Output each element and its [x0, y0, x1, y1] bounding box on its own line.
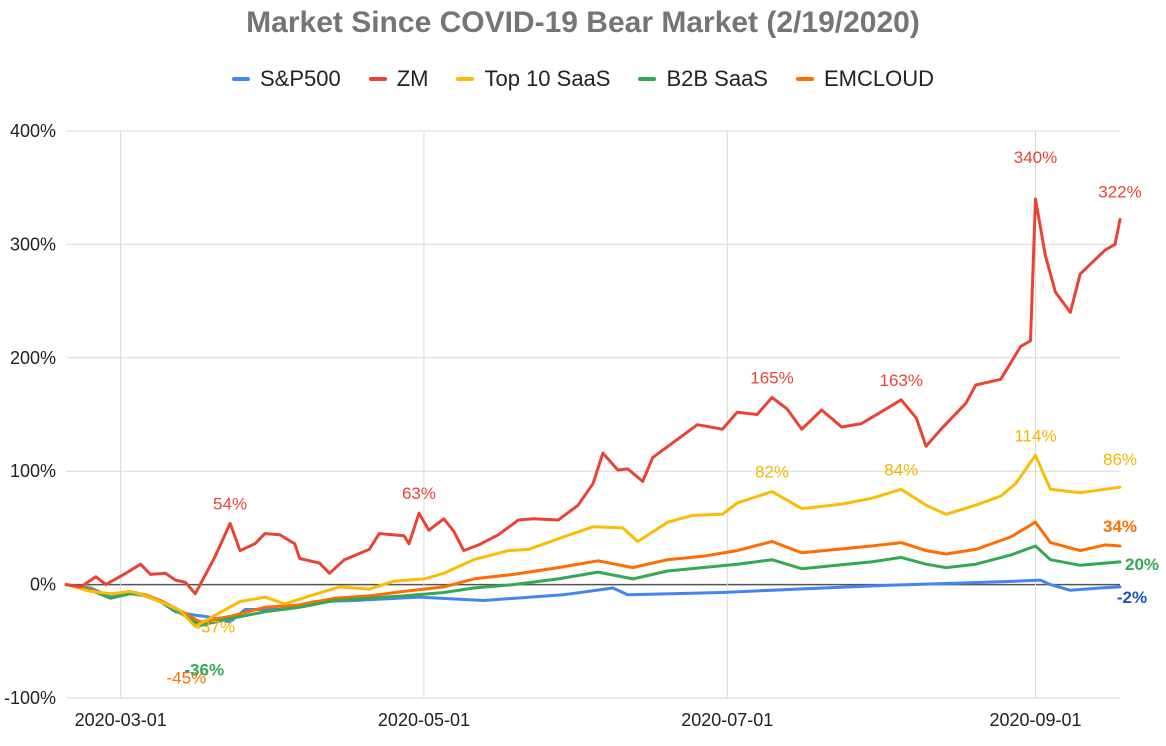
y-tick-label: 400% [10, 121, 56, 141]
x-tick-label: 2020-05-01 [378, 710, 470, 730]
x-tick-label: 2020-07-01 [681, 710, 773, 730]
legend-item[interactable]: B2B SaaS [638, 66, 768, 92]
series-line-b2b-saas [64, 544, 1122, 627]
legend-item[interactable]: Top 10 SaaS [456, 66, 610, 92]
legend-label: S&P500 [259, 66, 341, 91]
legend-label: B2B SaaS [666, 66, 768, 91]
legend-label: ZM [396, 66, 429, 91]
legend-swatch [795, 77, 814, 81]
chart-title: Market Since COVID-19 Bear Market (2/19/… [246, 6, 920, 39]
y-tick-label: 200% [10, 348, 56, 368]
data-label: 114% [1014, 426, 1056, 445]
legend-item[interactable]: ZM [368, 66, 429, 92]
series-line-s-p500 [64, 578, 1122, 624]
data-label: 340% [1014, 148, 1057, 167]
data-label: 82% [755, 463, 789, 482]
legend-item[interactable]: S&P500 [231, 66, 341, 92]
data-label: 20% [1125, 555, 1159, 574]
data-label: 165% [750, 368, 793, 387]
legend-label: EMCLOUD [823, 66, 934, 91]
legend-swatch [231, 77, 250, 81]
data-label: -37% [195, 618, 235, 637]
legend-swatch [456, 77, 475, 81]
data-label: 86% [1103, 450, 1137, 469]
x-tick-label: 2020-09-01 [989, 710, 1081, 730]
data-label: 34% [1103, 517, 1137, 536]
data-label: 322% [1098, 182, 1141, 201]
data-label: 54% [213, 494, 247, 513]
chart-legend: S&P500 ZM Top 10 SaaS B2B SaaS EMCLOUD [0, 66, 1166, 92]
legend-item[interactable]: EMCLOUD [795, 66, 934, 92]
y-tick-label: -100% [4, 688, 56, 708]
x-tick-label: 2020-03-01 [75, 710, 167, 730]
legend-label: Top 10 SaaS [484, 66, 611, 91]
data-label: -45% [167, 669, 207, 688]
data-label: -36% [184, 660, 224, 679]
legend-swatch [368, 77, 387, 81]
data-label: 63% [402, 484, 436, 503]
series-line-top-10-saas [64, 453, 1122, 629]
data-label: -2% [1117, 588, 1147, 607]
y-tick-label: 100% [10, 461, 56, 481]
data-label: 84% [884, 460, 918, 479]
legend-swatch [638, 77, 657, 81]
y-tick-label: 300% [10, 234, 56, 254]
data-label: 163% [880, 371, 923, 390]
y-tick-label: 0% [30, 575, 56, 595]
series-line-zm [64, 197, 1122, 596]
